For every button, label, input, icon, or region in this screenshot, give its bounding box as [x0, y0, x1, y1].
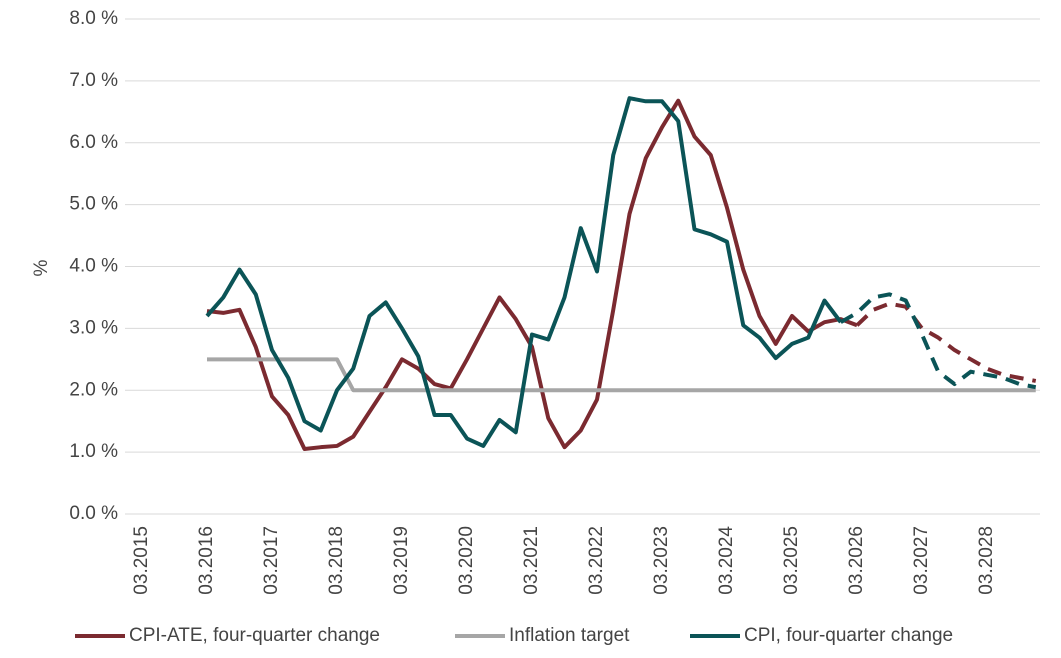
x-tick-label: 03.2019: [391, 526, 412, 595]
y-tick-label: 0.0 %: [69, 503, 118, 524]
x-tick-label: 03.2017: [261, 526, 282, 595]
x-tick-label: 03.2022: [586, 526, 607, 595]
y-tick-label: 5.0 %: [69, 194, 118, 215]
x-tick-label: 03.2015: [131, 526, 152, 595]
series-line-projection: [839, 292, 1037, 390]
legend-label: CPI-ATE, four-quarter change: [129, 625, 380, 646]
series-line: [206, 98, 858, 452]
x-tick-label: 03.2021: [521, 526, 542, 595]
x-tick-label: 03.2016: [196, 526, 217, 595]
y-tick-label: 2.0 %: [69, 379, 118, 400]
series-line: [205, 96, 843, 448]
y-tick-label: 1.0 %: [69, 441, 118, 462]
y-tick-label: 3.0 %: [69, 317, 118, 338]
x-tick-label: 03.2028: [976, 526, 997, 595]
series-line-projection: [855, 301, 1037, 383]
series-line: [207, 357, 1036, 393]
y-axis-label: %: [31, 259, 52, 276]
y-tick-label: 8.0 %: [69, 8, 118, 29]
x-tick-label: 03.2027: [911, 526, 932, 595]
x-tick-label: 03.2020: [456, 526, 477, 595]
y-tick-label: 7.0 %: [69, 70, 118, 91]
y-tick-label: 6.0 %: [69, 132, 118, 153]
x-tick-label: 03.2026: [846, 526, 867, 595]
x-tick-label: 03.2018: [326, 526, 347, 595]
x-tick-label: 03.2023: [651, 526, 672, 595]
legend-label: CPI, four-quarter change: [744, 625, 953, 646]
x-tick-label: 03.2024: [716, 526, 737, 595]
legend-label: Inflation target: [509, 625, 630, 646]
x-tick-label: 03.2025: [781, 526, 802, 595]
y-tick-label: 4.0 %: [69, 256, 118, 277]
